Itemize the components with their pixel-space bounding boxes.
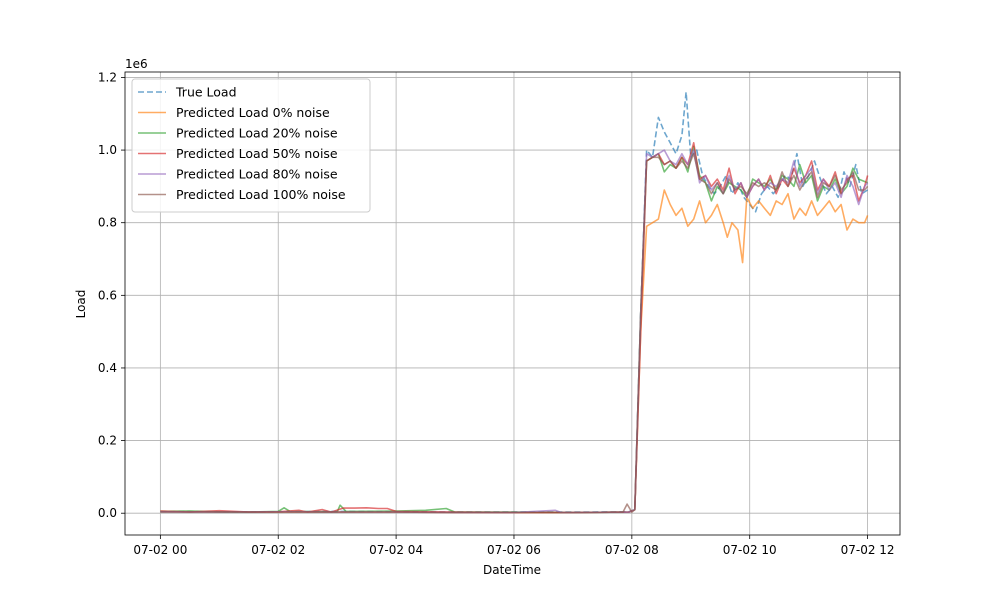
legend-label: True Load	[175, 85, 237, 100]
plot-border	[124, 71, 901, 536]
y-tick-label: 1.0	[98, 143, 117, 157]
y-axis-label: Load	[74, 290, 88, 319]
legend-label: Predicted Load 100% noise	[176, 187, 346, 202]
y-tick-label: 0.4	[98, 361, 117, 375]
legend-label: Predicted Load 80% noise	[176, 167, 338, 182]
grid	[125, 72, 900, 535]
x-tick-label: 07-02 08	[605, 543, 659, 557]
x-tick-label: 07-02 02	[251, 543, 305, 557]
legend-label: Predicted Load 50% noise	[176, 146, 338, 161]
legend-box	[131, 78, 371, 213]
tick-labels: 07-02 00 07-02 02 07-02 04 07-02 06 07-02 08…	[98, 70, 895, 557]
x-axis-label: DateTime	[483, 563, 541, 577]
axes-frame	[121, 71, 901, 539]
x-tick-label: 07-02 04	[369, 543, 423, 557]
legend-label: Predicted Load 20% noise	[176, 126, 338, 141]
y-tick-label: 0.6	[98, 288, 117, 302]
x-tick-label: 07-02 00	[133, 543, 187, 557]
series-line-3	[160, 142, 869, 514]
x-tick-label: 07-02 10	[723, 543, 777, 557]
legend-label: Predicted Load 0% noise	[176, 105, 330, 120]
y-tick-label: 0.2	[98, 434, 117, 448]
series-line-5	[160, 152, 869, 514]
y-tick-label: 0.8	[98, 216, 117, 230]
y-tick-label: 0.0	[98, 506, 117, 520]
y-offset-label: 1e6	[125, 57, 148, 71]
x-tick-label: 07-02 06	[487, 543, 541, 557]
series-lines	[160, 91, 869, 514]
x-tick-label: 07-02 12	[841, 543, 895, 557]
legend: True Load Predicted Load 0% noise Predicte…	[131, 78, 371, 213]
y-tick-label: 1.2	[98, 70, 117, 84]
